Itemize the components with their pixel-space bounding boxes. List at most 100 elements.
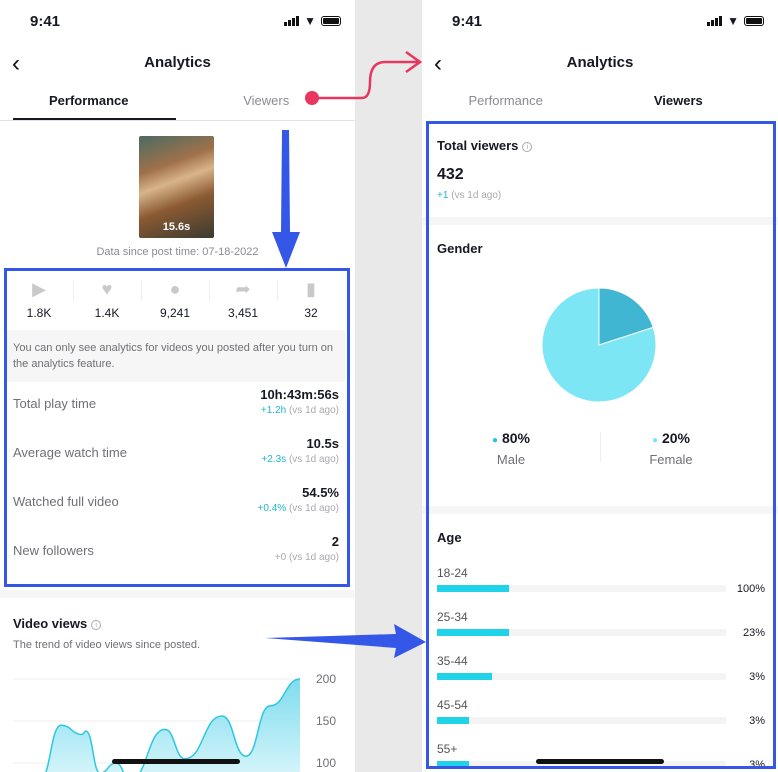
age-bar-track [437, 629, 726, 636]
comment-icon: ● [169, 279, 181, 299]
age-label: 45-54 [437, 698, 468, 712]
age-row: 35-44 3% [437, 654, 765, 694]
age-label: 25-34 [437, 610, 468, 624]
stat-value: 1.8K [26, 306, 52, 320]
views-line [45, 678, 301, 772]
bookmark-icon: ▮ [306, 279, 316, 299]
tab-viewers[interactable]: Viewers [243, 93, 290, 108]
play-icon: ▶ [32, 279, 46, 299]
y-tick-label: 150 [316, 714, 336, 728]
compare: (vs 1d ago) [288, 552, 339, 563]
back-button[interactable]: ‹ [434, 50, 442, 77]
age-title: Age [437, 530, 462, 545]
tab-performance[interactable]: Performance [49, 93, 129, 108]
age-bar-track [437, 717, 726, 724]
metric-compare: +0.4% (vs 1d ago) [258, 503, 339, 514]
y-tick-label: 100 [316, 756, 336, 770]
y-tick-label: 200 [316, 672, 336, 686]
pie-slice-male [541, 287, 657, 403]
male-pct: 80% [501, 430, 530, 446]
age-row: 25-34 23% [437, 610, 765, 650]
male-dot-icon: ● [492, 435, 499, 446]
age-pct: 100% [736, 583, 765, 595]
metric-row: New followers 2 +0 (vs 1d ago) [13, 528, 339, 576]
metric-delta: +2.3s [261, 454, 287, 465]
age-row: 18-24 100% [437, 566, 765, 606]
views-area [40, 679, 300, 772]
metric-compare: +1.2h (vs 1d ago) [261, 405, 339, 416]
age-row: 45-54 3% [437, 698, 765, 738]
metric-value: 54.5% [302, 485, 339, 500]
age-bar-fill [437, 761, 469, 768]
stat-shares: ➦ 3,451 [209, 278, 277, 320]
section-divider [422, 506, 778, 514]
data-since-label: Data since post time: 07-18-2022 [96, 246, 259, 258]
home-indicator [112, 759, 240, 764]
age-bar-track [437, 761, 726, 768]
metric-delta: +0 [274, 552, 287, 563]
total-viewers-compare: +1 (vs 1d ago) [437, 190, 501, 201]
metric-compare: +2.3s (vs 1d ago) [261, 454, 339, 465]
section-divider [422, 217, 778, 225]
stat-value: 9,241 [159, 306, 191, 320]
wifi-icon: ▼ [304, 14, 316, 28]
active-tab-indicator [13, 118, 176, 120]
tab-performance[interactable]: Performance [468, 93, 543, 108]
stat-value: 32 [304, 306, 318, 320]
age-label: 35-44 [437, 654, 468, 668]
gender-title: Gender [437, 241, 483, 256]
age-pct: 3% [749, 759, 765, 771]
video-thumbnail[interactable]: 15.6s [139, 136, 214, 238]
delta: +1 [437, 190, 449, 201]
age-label: 18-24 [437, 566, 468, 580]
stat-plays: ▶ 1.8K [5, 278, 73, 320]
stat-value: 1.4K [94, 306, 120, 320]
age-bar-fill [437, 717, 469, 724]
page-title: Analytics [566, 54, 634, 71]
performance-screen: 9:41 ▼ ‹ Analytics Performance Viewers 1… [0, 0, 355, 772]
tab-viewers[interactable]: Viewers [653, 93, 703, 108]
divider [600, 432, 601, 462]
metric-row: Total play time 10h:43m:56s +1.2h (vs 1d… [13, 381, 339, 429]
age-pct: 3% [749, 671, 765, 683]
metric-value: 10.5s [306, 436, 339, 451]
stat-likes: ♥ 1.4K [73, 278, 141, 320]
age-row: 55+ 3% [437, 742, 765, 772]
divider [0, 120, 355, 121]
age-bar-fill [437, 629, 510, 636]
compare: (vs 1d ago) [451, 190, 502, 201]
home-indicator [536, 759, 664, 764]
female-label: Female [649, 452, 693, 467]
compare: (vs 1d ago) [288, 454, 339, 465]
age-pct: 3% [749, 715, 765, 727]
pie-slice-female [598, 287, 654, 346]
female-dot-icon: ● [652, 435, 659, 446]
gender-female: ● 20% Female [600, 430, 742, 467]
signal-icon [284, 16, 300, 26]
metric-label: Average watch time [13, 445, 127, 460]
info-icon[interactable]: i [91, 620, 102, 630]
status-icons: ▼ [284, 14, 341, 28]
share-icon: ➦ [235, 279, 251, 299]
battery-icon [744, 16, 764, 26]
stat-saves: ▮ 32 [277, 278, 345, 320]
metric-compare: +0 (vs 1d ago) [275, 552, 339, 563]
metric-row: Watched full video 54.5% +0.4% (vs 1d ag… [13, 479, 339, 527]
age-bar-track [437, 673, 726, 680]
back-button[interactable]: ‹ [12, 50, 20, 77]
age-bar-fill [437, 673, 492, 680]
metric-value: 10h:43m:56s [260, 387, 339, 402]
age-pct: 23% [742, 627, 765, 639]
metric-row: Average watch time 10.5s +2.3s (vs 1d ag… [13, 430, 339, 478]
male-label: Male [496, 452, 526, 467]
viewers-screen: 9:41 ▼ ‹ Analytics Performance Viewers T… [422, 0, 778, 772]
total-viewers-title: Total viewers i [437, 138, 533, 153]
info-icon[interactable]: i [522, 142, 533, 152]
status-time: 9:41 [452, 13, 483, 30]
metric-delta: +1.2h [260, 405, 287, 416]
gender-pie-chart [541, 287, 657, 403]
video-views-chart: 200 150 100 [13, 672, 336, 772]
heart-icon: ♥ [101, 279, 113, 299]
wifi-icon: ▼ [727, 14, 739, 28]
total-viewers-title-text: Total viewers [437, 138, 519, 153]
